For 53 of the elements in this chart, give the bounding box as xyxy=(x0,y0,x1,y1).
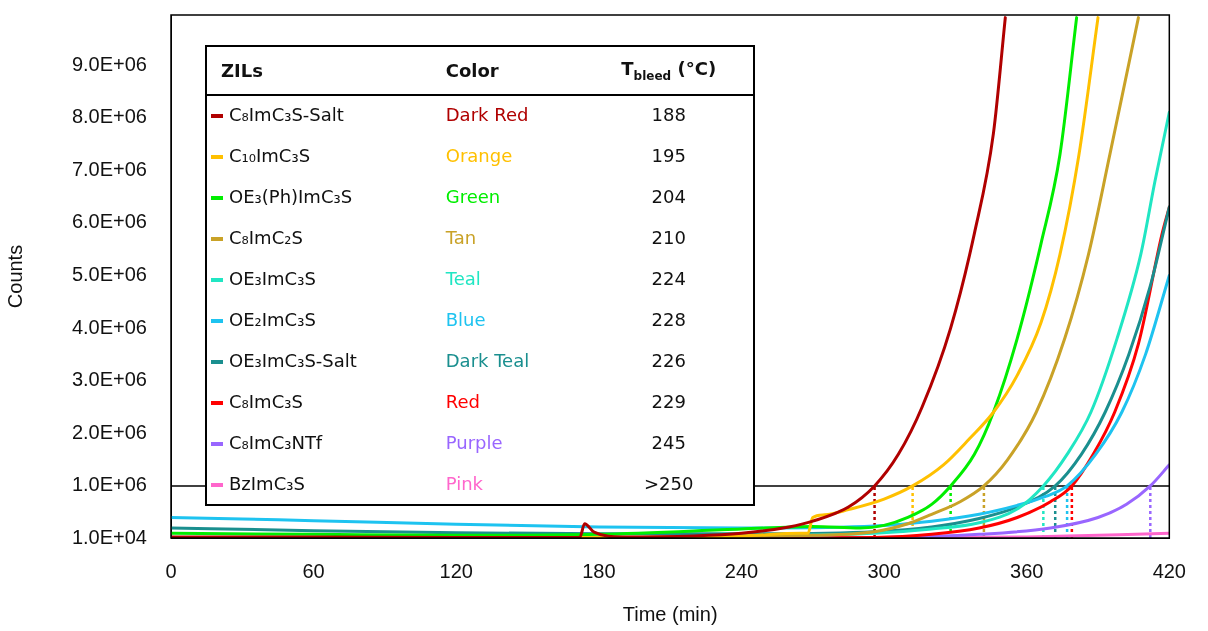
legend-label: C₈ImC₃NTf xyxy=(229,431,323,453)
annotation: 229 xyxy=(650,389,687,414)
x-tick-label: 120 xyxy=(439,559,473,582)
y-tick-label: 4.0E+06 xyxy=(71,315,147,338)
annotation: Dark Teal xyxy=(444,348,531,373)
legend-label: BzImC₃S xyxy=(229,472,305,494)
annotation: 245 xyxy=(650,430,687,455)
legend-title: ZILs xyxy=(220,58,264,83)
legend-label: OE₃(Ph)ImC₃S xyxy=(229,185,353,207)
x-tick-label: 420 xyxy=(1152,559,1186,582)
x-tick-label: 300 xyxy=(867,559,901,582)
x-axis-title: Time (min) xyxy=(622,602,718,625)
annotation: 210 xyxy=(650,225,687,250)
legend-label: OE₃ImC₃S xyxy=(229,267,316,289)
annotation: 224 xyxy=(650,266,687,291)
y-tick-label: 3.0E+06 xyxy=(71,368,147,391)
legend-label: C₈ImC₃S-Salt xyxy=(229,103,344,125)
y-tick-label: 9.0E+06 xyxy=(71,52,147,75)
y-tick-label: 2.0E+06 xyxy=(71,420,147,443)
annotation: Green xyxy=(444,184,502,209)
legend-label: C₁₀ImC₃S xyxy=(229,144,311,166)
y-tick-label: 7.0E+06 xyxy=(71,157,147,180)
annotation: 188 xyxy=(650,102,687,127)
annotation: Orange xyxy=(444,143,514,168)
annotation: Red xyxy=(444,389,481,414)
x-tick-label: 240 xyxy=(724,559,759,582)
y-axis-title: Counts xyxy=(3,244,26,309)
x-tick-label: 0 xyxy=(165,559,177,582)
annotation: 226 xyxy=(650,348,687,373)
annotation: 204 xyxy=(650,184,687,209)
annotation: Color xyxy=(444,58,500,83)
annotation: 195 xyxy=(650,143,687,168)
annotation: Teal xyxy=(444,266,482,291)
annotation: Pink xyxy=(444,471,485,496)
annotation: Blue xyxy=(444,307,487,332)
annotation: Purple xyxy=(444,430,504,455)
legend-label: C₈ImC₃S xyxy=(229,390,303,412)
annotation: Tan xyxy=(444,225,478,250)
legend-label: C₈ImC₂S xyxy=(229,226,303,248)
annotation: Dark Red xyxy=(444,102,530,127)
y-tick-label: 6.0E+06 xyxy=(71,210,147,233)
legend-label: OE₃ImC₃S-Salt xyxy=(229,349,357,371)
y-tick-label: 1.0E+04 xyxy=(71,525,147,548)
y-tick-label: 1.0E+06 xyxy=(71,473,147,496)
y-tick-label: 8.0E+06 xyxy=(71,105,147,128)
annotation: T$_{bleed}$ (°C) xyxy=(620,57,718,85)
annotation: 228 xyxy=(650,307,687,332)
x-tick-label: 180 xyxy=(582,559,616,582)
x-tick-label: 360 xyxy=(1010,559,1044,582)
x-tick-label: 60 xyxy=(302,559,325,582)
y-tick-label: 5.0E+06 xyxy=(71,262,147,285)
legend-label: OE₂ImC₃S xyxy=(229,308,316,330)
annotation: >250 xyxy=(643,471,695,496)
